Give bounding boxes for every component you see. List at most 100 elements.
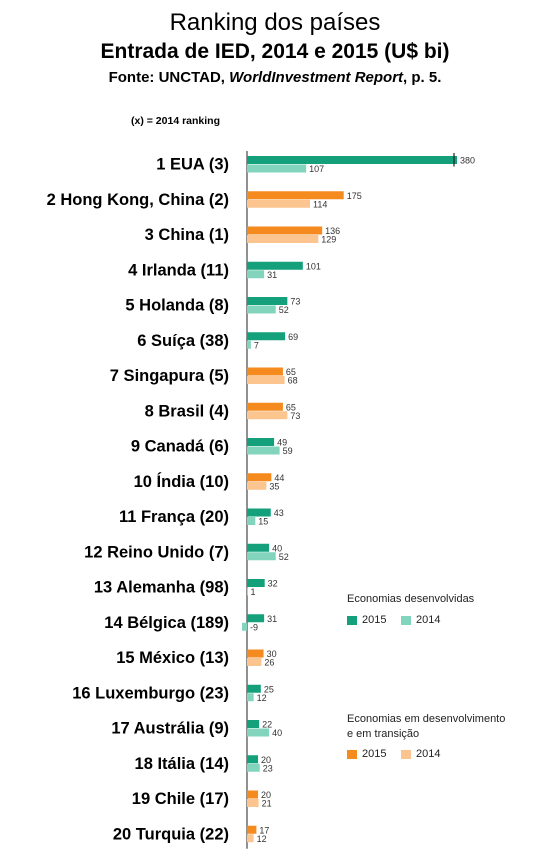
- bar-2015: [247, 720, 260, 728]
- bar-2015: [247, 261, 303, 270]
- value-label-2014: 40: [272, 728, 282, 738]
- bar-2014: [247, 693, 254, 702]
- legend-developed-2014-swatch: [401, 616, 411, 625]
- bar-2015: [247, 755, 259, 764]
- bar-2014: [247, 199, 310, 208]
- source-report-name: WorldInvestment Report: [229, 69, 404, 86]
- legend-developing-title-line2: e em transição: [347, 728, 420, 740]
- bar-2015: [247, 332, 286, 341]
- category-label: 12 Reino Unido (7): [84, 543, 229, 561]
- bar-2015: [247, 508, 271, 517]
- category-label: 19 Chile (17): [132, 790, 229, 808]
- bar-2014: [247, 270, 265, 279]
- bar-2015: [247, 438, 275, 446]
- legend-developed-2014-label: 2014: [416, 614, 441, 626]
- category-label: 11 França (20): [119, 508, 229, 526]
- bar-2015: [247, 825, 257, 834]
- value-label-2014: 12: [257, 693, 267, 703]
- legend-developed-2015-swatch: [347, 616, 357, 625]
- value-label-2015: 101: [306, 261, 321, 271]
- value-label-2014: 7: [254, 340, 259, 350]
- bar-2014: [247, 728, 270, 737]
- value-label-2015: 65: [286, 402, 296, 412]
- value-label-2015: 32: [268, 579, 278, 589]
- bar-2014: [247, 376, 285, 384]
- chart-title: Ranking dos países: [169, 9, 381, 36]
- category-label: 4 Irlanda (11): [128, 261, 229, 279]
- category-label: 8 Brasil (4): [145, 402, 229, 420]
- source-prefix: Fonte: UNCTAD,: [108, 69, 230, 86]
- value-label-2014: 68: [288, 376, 298, 386]
- bar-2015: [247, 297, 288, 305]
- category-label: 10 Índia (10): [134, 472, 229, 491]
- bar-2015: [247, 156, 457, 164]
- category-label: 14 Bélgica (189): [104, 614, 229, 632]
- value-label-2015: 20: [261, 755, 271, 765]
- legend-developing-2014-label: 2014: [416, 748, 441, 760]
- value-label-2014: 35: [269, 481, 279, 491]
- category-label: 15 México (13): [116, 649, 229, 667]
- value-label-2014: 59: [283, 446, 293, 456]
- value-label-2015: 40: [272, 543, 282, 553]
- bar-2014: [247, 799, 259, 807]
- legend-developed-title: Economias desenvolvidas: [347, 593, 475, 605]
- value-label-2014: 107: [309, 164, 324, 174]
- bar-2014: [247, 235, 319, 243]
- bar-2014: [247, 834, 254, 843]
- category-label: 13 Alemanha (98): [94, 579, 229, 597]
- value-label-2015: 25: [264, 684, 274, 694]
- bar-2015: [247, 649, 264, 658]
- value-label-2014: 73: [290, 411, 300, 421]
- bar-2015: [247, 367, 283, 376]
- value-label-2015: 65: [286, 367, 296, 377]
- value-label-2015: 44: [274, 473, 284, 483]
- category-label: 6 Suíça (38): [137, 332, 229, 350]
- source-suffix: , p. 5.: [403, 69, 442, 86]
- value-label-2014: 129: [321, 235, 336, 245]
- bar-2015: [247, 579, 265, 587]
- category-label: 3 China (1): [145, 226, 229, 244]
- bar-2015: [247, 226, 323, 235]
- value-label-2015: 20: [261, 790, 271, 800]
- legend-developing: Economias em desenvolvimento e em transi…: [347, 712, 505, 742]
- value-label-2015: 175: [347, 191, 362, 201]
- bar-2014: [247, 658, 262, 666]
- value-label-2014: 23: [263, 763, 273, 773]
- value-label-2014: 21: [262, 799, 272, 809]
- value-label-2014: 1: [251, 587, 256, 597]
- value-label-2015: 136: [325, 226, 340, 236]
- value-label-2014: 12: [257, 834, 267, 844]
- bar-2015: [247, 402, 283, 411]
- bar-2015: [247, 614, 265, 623]
- bar-2014: [247, 305, 276, 314]
- bar-2014: [247, 587, 248, 596]
- value-label-2015: 30: [267, 649, 277, 659]
- category-label: 5 Holanda (8): [125, 297, 229, 315]
- category-label: 16 Luxemburgo (23): [72, 684, 229, 702]
- bar-2014: [247, 552, 276, 561]
- value-label-2014: 52: [279, 552, 289, 562]
- category-label: 2 Hong Kong, China (2): [47, 191, 229, 209]
- bar-2014: [247, 481, 267, 490]
- category-label: 9 Canadá (6): [131, 438, 229, 456]
- bar-2014: [247, 164, 307, 173]
- value-label-2015: 43: [274, 508, 284, 518]
- value-label-2014: 15: [258, 517, 268, 527]
- bar-2015: [247, 191, 344, 200]
- category-label: 18 Itália (14): [135, 755, 229, 773]
- chart-source: Fonte: UNCTAD, WorldInvestment Report, p…: [0, 68, 550, 88]
- bar-2015: [247, 473, 272, 482]
- legend-developed-2015-label: 2015: [362, 614, 387, 626]
- legend-developing-2015-swatch: [347, 750, 357, 759]
- legend-developing-2015-label: 2015: [362, 748, 387, 760]
- bar-2014: [247, 763, 260, 772]
- value-label-2014: 52: [279, 305, 289, 315]
- bar-2014: [247, 517, 256, 525]
- value-label-2015: 31: [267, 614, 277, 624]
- value-label-2014: 114: [313, 199, 327, 209]
- value-label-2015: 380: [460, 156, 475, 166]
- legend-developing-title-line1: Economias em desenvolvimento: [347, 713, 506, 725]
- bar-2014: [247, 446, 280, 455]
- value-label-2015: 22: [262, 720, 272, 730]
